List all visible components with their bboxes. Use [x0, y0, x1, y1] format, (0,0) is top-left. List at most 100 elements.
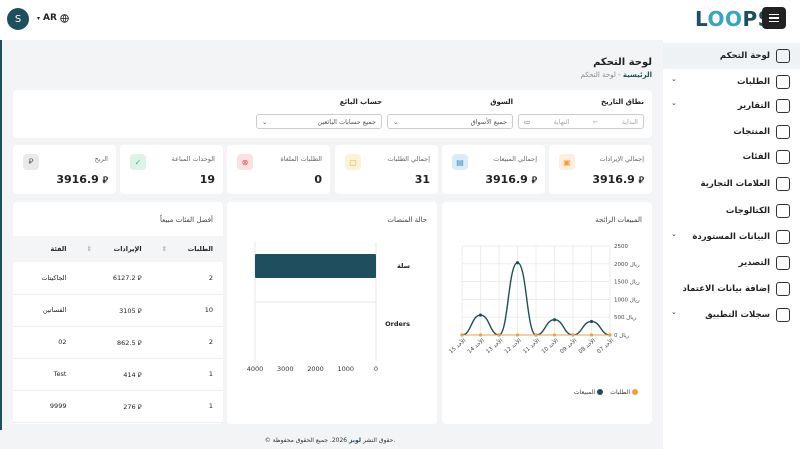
stat-value: 0: [314, 173, 322, 186]
sidebar-item-label: الطلبات: [736, 77, 770, 87]
sidebar-item[interactable]: المنتجات: [733, 119, 790, 145]
table-row: الجاكيتات 6127.2 ⃁ 2: [13, 262, 223, 295]
category-label: Orders: [385, 320, 410, 328]
sort-icon[interactable]: ⇕: [161, 245, 168, 253]
top-bar: S ▾ AR LOOPS: [0, 0, 800, 40]
sidebar-item-label: لوحة التحكم: [719, 51, 770, 61]
chevron-down-icon[interactable]: ⌄: [671, 75, 677, 83]
x-tick-label: 11 الأحد: [521, 336, 542, 355]
bar: [255, 254, 376, 278]
legend-label: الطلبات: [610, 389, 630, 396]
y-tick-label: 0 ريال: [614, 333, 629, 339]
footer-brand[interactable]: لوبز: [349, 437, 362, 444]
table-row: 02 862.5 ⃁ 2: [13, 326, 223, 359]
seller-account-select[interactable]: ⌄ جميع حسابات البائعين: [256, 114, 382, 129]
seller-account-value: جميع حسابات البائعين: [317, 117, 376, 126]
sidebar-item[interactable]: التقارير: [738, 93, 790, 119]
avatar[interactable]: S: [7, 8, 29, 30]
x-tick-label: 3000: [277, 365, 294, 373]
data-point: [552, 318, 557, 322]
x-tick-label: 12 الأحد: [503, 336, 524, 355]
y-tick-label: 2000 ريال: [614, 262, 640, 268]
sidebar-item-label: الكتالوجات: [725, 206, 770, 216]
stat-label: الربح: [94, 155, 108, 163]
platform-bar-chart: 4000 3000 2000 1000 0 سلة Orders: [247, 242, 410, 373]
sort-icon[interactable]: ⇕: [86, 245, 92, 253]
sidebar: لوحة التحكم الطلبات ⌄ التقارير ⌄ المنتجات الفئ…: [663, 40, 800, 449]
x-tick-label: 07 الأحد: [595, 336, 616, 355]
sidebar-item[interactable]: الطلبات: [737, 69, 790, 95]
market-label: السوق: [490, 98, 513, 106]
data-point: [608, 333, 612, 337]
sidebar-item-icon: [776, 150, 790, 164]
sidebar-item[interactable]: البيانات المستوردة: [692, 224, 790, 250]
table-header[interactable]: الطلبات ⇕: [151, 236, 223, 262]
sidebar-item[interactable]: إضافة بيانات الاعتماد: [682, 276, 790, 302]
sidebar-item[interactable]: العلامات التجارية: [701, 171, 790, 197]
market-select[interactable]: ⌄ جميع الأسواق: [387, 114, 513, 129]
chevron-down-icon[interactable]: ⌄: [671, 308, 677, 316]
legend-marker: [597, 389, 603, 395]
category-cell: الجاكيتات: [13, 262, 77, 295]
menu-toggle-button[interactable]: [762, 7, 786, 29]
revenue-value: 862.5: [117, 338, 136, 347]
sidebar-item-label: الفئات: [742, 152, 770, 162]
sidebar-item[interactable]: الفئات: [743, 144, 790, 170]
platform-chart-title: حالة المنصات: [387, 216, 427, 224]
stat-label: الوحدات المباعة: [171, 155, 215, 163]
x-tick-label: 2000: [307, 365, 324, 373]
sidebar-item[interactable]: سجلات التطبيق: [705, 302, 790, 328]
breadcrumb-current: لوحة التحكم: [580, 71, 616, 79]
stat-label: إجمالي المبيعات: [493, 155, 537, 163]
stat-icon: ✓: [130, 154, 146, 170]
stat-value: 19: [200, 173, 215, 186]
hamburger-icon: [769, 13, 779, 16]
stat-value: 3916.9 ⃁: [485, 173, 537, 186]
x-tick-label: 13 الأحد: [484, 336, 505, 355]
sidebar-item-icon: [776, 308, 790, 322]
chevron-down-icon[interactable]: ⌄: [671, 230, 677, 238]
sidebar-item[interactable]: لوحة التحكم: [663, 43, 800, 69]
category-cell: Test: [13, 358, 77, 391]
category-label: سلة: [397, 262, 410, 270]
top-categories-title: أفضل الفئات مبيعاً: [159, 216, 213, 224]
sidebar-item-label: العلامات التجارية: [700, 179, 770, 189]
data-point: [534, 333, 538, 337]
footer-suffix: 2026. جميع الحقوق محفوظة.: [272, 437, 396, 444]
x-tick-label: 14 الأحد: [466, 336, 487, 355]
y-tick-label: 1500 ريال: [614, 280, 640, 286]
revenue-cell: 6127.2 ⃁: [76, 262, 152, 295]
category-cell: 9999: [13, 390, 77, 423]
stat-label: إجمالي الطلبات: [387, 155, 430, 163]
stat-icon: ▤: [452, 154, 468, 170]
table-header[interactable]: الإيرادات ⇕: [76, 236, 152, 262]
sidebar-item[interactable]: الكتالوجات: [726, 198, 790, 224]
scroll-edge: [0, 40, 2, 430]
chevron-down-icon[interactable]: ⌄: [671, 99, 677, 107]
data-point: [571, 333, 575, 337]
revenue-cell: 862.5 ⃁: [76, 326, 152, 359]
sidebar-item-label: إضافة بيانات الاعتماد: [682, 284, 770, 294]
orders-cell: 2: [151, 326, 223, 359]
data-point: [552, 333, 557, 337]
logo: LOOPS: [695, 7, 773, 31]
breadcrumb-home[interactable]: الرئيسية: [622, 71, 652, 79]
language-switcher[interactable]: ▾ AR: [37, 13, 69, 23]
stat-card: إجمالي المبيعات 3916.9 ⃁ ▤: [442, 145, 545, 194]
y-tick-label: 1000 ريال: [614, 297, 640, 303]
stat-value: 31: [415, 173, 430, 186]
chevron-down-icon: ⌄: [393, 117, 399, 126]
sidebar-item-icon: [776, 177, 790, 191]
stat-icon: ▢: [345, 154, 361, 170]
revenue-cell: 414 ⃁: [76, 358, 152, 391]
currency-icon: ⃁: [102, 176, 108, 186]
orders-cell: 2: [151, 262, 223, 295]
date-range-picker[interactable]: ▭ النهاية ← البداية: [518, 114, 644, 129]
seller-account-label: حساب البائع: [339, 98, 382, 106]
sidebar-item-icon: [776, 230, 790, 244]
table-header[interactable]: الفئة: [13, 236, 77, 262]
data-point: [478, 313, 483, 317]
stat-number: 0: [314, 173, 322, 186]
sidebar-item[interactable]: التصدير: [739, 250, 790, 276]
stat-value: 3916.9 ⃁: [56, 173, 108, 186]
